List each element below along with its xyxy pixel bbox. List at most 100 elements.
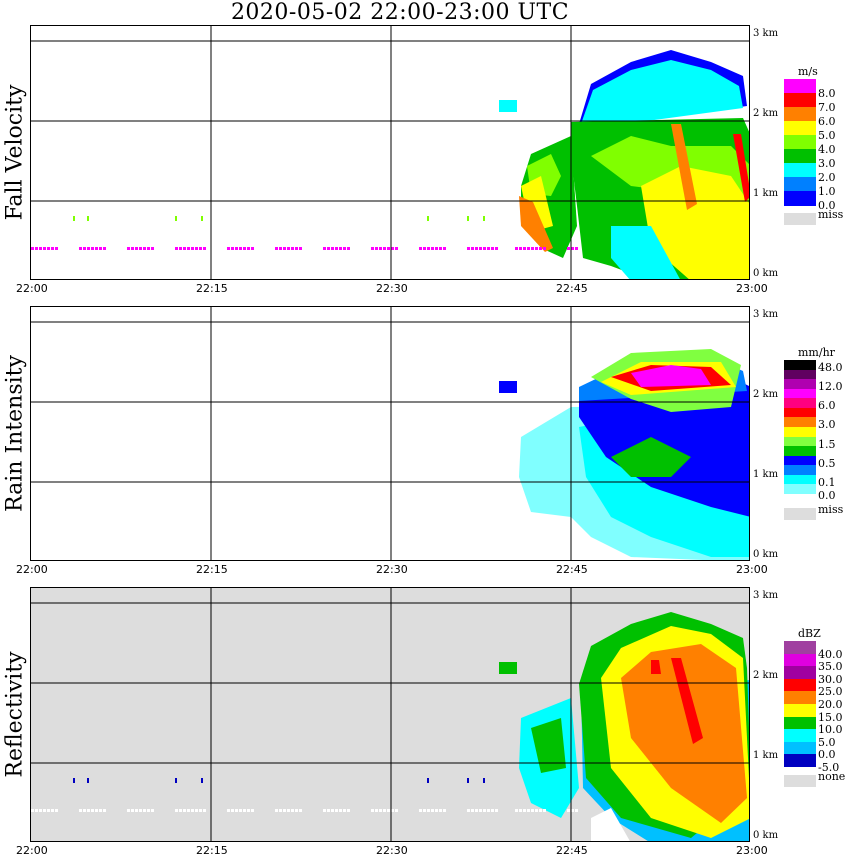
colorbar-label: 12.0 xyxy=(818,380,843,394)
colorbar-label: 3.0 xyxy=(818,157,836,170)
echo-pixel xyxy=(427,809,430,812)
echo-pixel xyxy=(575,247,578,250)
colorbar-missing-label: miss xyxy=(818,503,844,516)
echo-pixel xyxy=(287,809,290,812)
echo-region xyxy=(591,808,630,841)
colorbar-unit: mm/hr xyxy=(798,346,835,359)
colorbar-swatch xyxy=(784,641,816,655)
echo-pixel xyxy=(391,247,394,250)
echo-pixel xyxy=(139,247,142,250)
y-tick-label: 3 km xyxy=(753,28,779,39)
echo-pixel xyxy=(467,778,469,783)
echo-pixel xyxy=(323,809,326,812)
echo-pixel xyxy=(567,247,570,250)
colorbar-label: 10.0 xyxy=(818,723,843,737)
colorbar-swatch xyxy=(784,79,816,94)
colorbar-swatch xyxy=(784,93,816,108)
panel-reflectivity xyxy=(30,587,750,842)
echo-pixel xyxy=(99,247,102,250)
echo-pixel xyxy=(251,247,254,250)
colorbar-unit: dBZ xyxy=(798,627,821,640)
x-tick-label: 22:45 xyxy=(556,563,588,576)
echo-pixel xyxy=(175,809,178,812)
echo-pixel xyxy=(275,809,278,812)
y-tick-label: 1 km xyxy=(753,188,779,199)
echo-pixel xyxy=(531,809,534,812)
echo-pixel xyxy=(247,809,250,812)
colorbar-label: 5.0 xyxy=(818,735,836,749)
echo-pixel xyxy=(127,247,130,250)
echo-pixel xyxy=(335,247,338,250)
colorbar-label: 1.5 xyxy=(818,437,836,451)
echo-pixel xyxy=(443,247,446,250)
echo-pixel xyxy=(235,247,238,250)
colorbar-label: 8.0 xyxy=(818,87,836,100)
echo-pixel xyxy=(283,809,286,812)
echo-pixel xyxy=(195,809,198,812)
colorbar-label: -5.0 xyxy=(818,761,840,774)
colorbar-swatch xyxy=(784,149,816,164)
colorbar-swatch xyxy=(784,436,816,447)
echo-pixel xyxy=(443,809,446,812)
echo-pixel xyxy=(203,809,206,812)
echo-pixel xyxy=(383,247,386,250)
echo-pixel xyxy=(175,778,177,783)
colorbar-swatch xyxy=(784,653,816,667)
echo-pixel xyxy=(127,809,130,812)
colorbar-swatch xyxy=(784,474,816,485)
echo-pixel xyxy=(423,809,426,812)
echo-pixel xyxy=(87,809,90,812)
echo-pixel xyxy=(83,809,86,812)
echo-pixel xyxy=(199,247,202,250)
echo-pixel xyxy=(491,809,494,812)
echo-pixel xyxy=(187,247,190,250)
echo-pixel xyxy=(31,809,34,812)
echo-pixel xyxy=(279,247,282,250)
echo-pixel xyxy=(431,247,434,250)
echo-pixel xyxy=(475,809,478,812)
colorbar-swatch xyxy=(784,754,816,768)
echo-pixel xyxy=(51,809,54,812)
colorbar-label: 20.0 xyxy=(818,698,843,711)
colorbar-swatch xyxy=(784,704,816,718)
colorbar-label: 40.0 xyxy=(818,647,843,661)
echo-pixel xyxy=(439,809,442,812)
echo-pixel xyxy=(331,809,334,812)
colorbar-swatch xyxy=(784,465,816,476)
echo-pixel xyxy=(51,247,54,250)
echo-pixel xyxy=(479,247,482,250)
colorbar-swatch xyxy=(784,729,816,743)
echo-pixel xyxy=(539,809,542,812)
echo-pixel xyxy=(199,809,202,812)
echo-pixel xyxy=(147,247,150,250)
colorbar-swatch xyxy=(784,398,816,409)
echo-pixel xyxy=(175,216,177,221)
echo-region xyxy=(611,437,691,477)
heatmap-plot xyxy=(31,26,749,279)
echo-pixel xyxy=(487,247,490,250)
echo-pixel xyxy=(203,247,206,250)
y-tick-label: 1 km xyxy=(753,469,779,480)
echo-pixel xyxy=(275,247,278,250)
echo-pixel xyxy=(291,809,294,812)
chart-title: 2020-05-02 22:00-23:00 UTC xyxy=(230,0,570,25)
echo-pixel xyxy=(491,247,494,250)
colorbar-swatch xyxy=(784,121,816,136)
echo-pixel xyxy=(339,809,342,812)
x-tick-label: 22:30 xyxy=(376,282,408,295)
echo-pixel xyxy=(299,247,302,250)
colorbar-label: 7.0 xyxy=(818,101,836,114)
echo-pixel xyxy=(183,247,186,250)
y-tick-label: 0 km xyxy=(753,830,779,841)
echo-pixel xyxy=(139,809,142,812)
colorbar-label: 5.0 xyxy=(818,129,836,142)
echo-pixel xyxy=(187,809,190,812)
echo-pixel xyxy=(143,247,146,250)
colorbar-swatch xyxy=(784,407,816,418)
echo-region xyxy=(621,644,747,823)
y-tick-label: 3 km xyxy=(753,309,779,320)
colorbar-swatch xyxy=(784,484,816,495)
echo-pixel xyxy=(43,809,46,812)
colorbar-swatch xyxy=(784,716,816,730)
echo-pixel xyxy=(103,247,106,250)
